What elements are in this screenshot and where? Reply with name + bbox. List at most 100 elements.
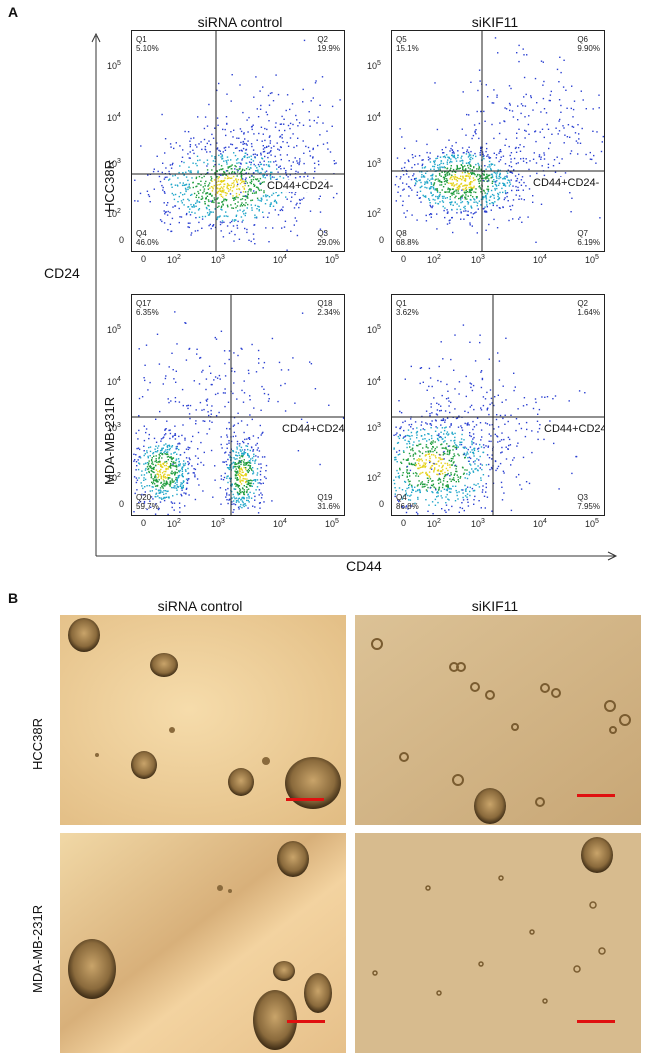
x-tick-label: 102 (427, 254, 441, 265)
x-tick-label: 104 (273, 518, 287, 529)
panel-b-letter: B (8, 590, 19, 606)
y-tick-zero: 0 (379, 499, 385, 509)
spheroid (581, 837, 613, 873)
quadrant-name: Q8 (396, 229, 407, 238)
quadrant-label: Q2 1.64% (577, 299, 600, 317)
flow-plot: Q17 6.35% Q18 2.34% Q19 31.6% Q20 59.7% CD44+CD2… (131, 294, 345, 516)
x-tick-label: 105 (325, 518, 339, 529)
x-tick-label: 103 (211, 254, 225, 265)
quadrant-name: Q4 (396, 493, 407, 502)
y-tick-label: 104 (107, 112, 121, 123)
x-tick-label: 102 (427, 518, 441, 529)
quadrant-percent: 46.0% (136, 238, 159, 247)
y-tick-zero: 0 (119, 235, 125, 245)
quadrant-label: Q20 59.7% (136, 493, 159, 511)
flow-plot: Q1 3.62% Q2 1.64% Q3 7.95% Q4 86.8% CD44+CD24- (391, 294, 605, 516)
x-tick-label: 105 (585, 518, 599, 529)
quadrant-percent: 19.9% (317, 44, 340, 53)
y-tick-label: 105 (367, 60, 381, 71)
quadrant-percent: 31.6% (317, 502, 340, 511)
quadrant-percent: 86.8% (396, 502, 419, 511)
quadrant-name: Q2 (317, 35, 328, 44)
y-tick-label: 102 (107, 208, 121, 219)
gate-label: CD44+CD24- (532, 177, 601, 189)
quadrant-label: Q3 29.0% (317, 229, 340, 247)
quadrant-name: Q19 (317, 493, 333, 502)
gate-label: CD44+CD24- (266, 180, 335, 192)
quadrant-name: Q4 (136, 229, 147, 238)
quadrant-label: Q19 31.6% (317, 493, 340, 511)
spheroid (131, 751, 157, 779)
y-tick-label: 102 (107, 472, 121, 483)
scale-bar (286, 798, 324, 801)
y-tick-label: 103 (107, 422, 121, 433)
x-tick-label: 104 (273, 254, 287, 265)
quadrant-label: Q5 15.1% (396, 35, 419, 53)
x-tick-label: 0 (401, 254, 407, 264)
col-title-control: siRNA control (197, 14, 283, 30)
y-tick-label: 105 (107, 60, 121, 71)
spheroid (68, 618, 100, 652)
scale-bar (577, 1020, 615, 1023)
y-tick-zero: 0 (119, 499, 125, 509)
gate-label: CD44+CD24- (543, 423, 604, 435)
quadrant-label: Q3 7.95% (577, 493, 600, 511)
x-tick-label: 0 (141, 518, 147, 528)
x-tick-label: 0 (401, 518, 407, 528)
x-tick-label: 105 (325, 254, 339, 265)
b-row-label-mda: MDA-MB-231R (30, 904, 45, 993)
x-tick-label: 105 (585, 254, 599, 265)
quadrant-name: Q3 (577, 493, 588, 502)
quadrant-name: Q5 (396, 35, 407, 44)
quadrant-name: Q1 (396, 299, 407, 308)
quadrant-percent: 3.62% (396, 308, 419, 317)
photo-mda-control (60, 833, 346, 1053)
b-col-title-control: siRNA control (157, 598, 243, 614)
y-tick-label: 102 (367, 208, 381, 219)
y-tick-label: 103 (107, 158, 121, 169)
quadrant-name: Q17 (136, 299, 152, 308)
photo-mda-sikif11 (355, 833, 641, 1053)
quadrant-label: Q1 3.62% (396, 299, 419, 317)
quadrant-name: Q20 (136, 493, 152, 502)
quadrant-percent: 1.64% (577, 308, 600, 317)
quadrant-percent: 59.7% (136, 502, 159, 511)
spheroid (228, 768, 254, 796)
y-tick-label: 104 (367, 376, 381, 387)
col-title-sikif11: siKIF11 (471, 14, 519, 30)
b-col-title-sikif11: siKIF11 (471, 598, 519, 614)
scale-bar (577, 794, 615, 797)
quadrant-label: Q7 6.19% (577, 229, 600, 247)
y-tick-zero: 0 (379, 235, 385, 245)
x-tick-label: 104 (533, 254, 547, 265)
x-axis-title: CD44 (346, 558, 382, 574)
x-tick-label: 103 (471, 518, 485, 529)
b-row-label-hcc38r: HCC38R (30, 717, 45, 770)
quadrant-name: Q7 (577, 229, 588, 238)
quadrant-label: Q18 2.34% (317, 299, 340, 317)
y-tick-label: 104 (107, 376, 121, 387)
x-tick-label: 103 (211, 518, 225, 529)
x-tick-label: 103 (471, 254, 485, 265)
quadrant-percent: 5.10% (136, 44, 159, 53)
y-axis-title: CD24 (44, 265, 80, 281)
y-tick-label: 103 (367, 422, 381, 433)
quadrant-percent: 6.35% (136, 308, 159, 317)
spheroid (285, 757, 341, 809)
dot-cloud (392, 31, 604, 251)
y-tick-label: 105 (107, 324, 121, 335)
spheroid (68, 939, 116, 999)
spheroid (273, 961, 295, 981)
quadrant-percent: 2.34% (317, 308, 340, 317)
quadrant-label: Q17 6.35% (136, 299, 159, 317)
quadrant-name: Q3 (317, 229, 328, 238)
spheroid (150, 653, 178, 677)
quadrant-name: Q2 (577, 299, 588, 308)
dot-cloud (132, 31, 344, 251)
y-tick-label: 103 (367, 158, 381, 169)
dot-cloud (132, 295, 344, 515)
quadrant-label: Q4 86.8% (396, 493, 419, 511)
spheroid (474, 788, 506, 824)
quadrant-percent: 7.95% (577, 502, 600, 511)
quadrant-label: Q2 19.9% (317, 35, 340, 53)
